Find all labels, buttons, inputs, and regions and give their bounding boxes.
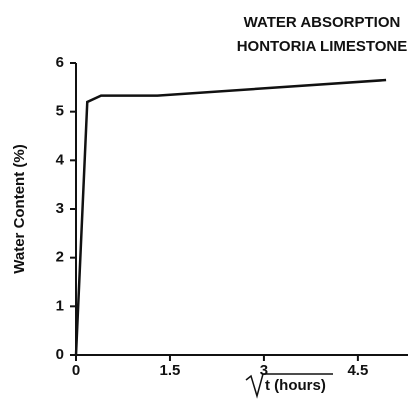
x-tick-label: 0 xyxy=(72,362,80,379)
radical-sign xyxy=(245,373,333,399)
x-tick-label: 4.5 xyxy=(347,362,368,379)
data-line xyxy=(74,78,387,356)
y-tick-label: 4 xyxy=(56,151,65,168)
y-axis-label: Water Content (%) xyxy=(11,144,28,273)
y-tick-label: 5 xyxy=(56,103,64,120)
chart-title-line: WATER ABSORPTION xyxy=(244,14,401,31)
y-tick-label: 0 xyxy=(56,346,64,363)
x-axis-label: t (hours) xyxy=(265,377,326,394)
x-tick-label: 1.5 xyxy=(160,362,181,379)
y-tick-label: 3 xyxy=(56,200,64,217)
chart-title-line: HONTORIA LIMESTONE xyxy=(237,38,408,55)
y-tick-label: 6 xyxy=(56,54,64,71)
y-tick-label: 2 xyxy=(56,249,64,266)
y-tick-label: 1 xyxy=(56,297,64,314)
x-tick-label: 3 xyxy=(260,362,268,379)
